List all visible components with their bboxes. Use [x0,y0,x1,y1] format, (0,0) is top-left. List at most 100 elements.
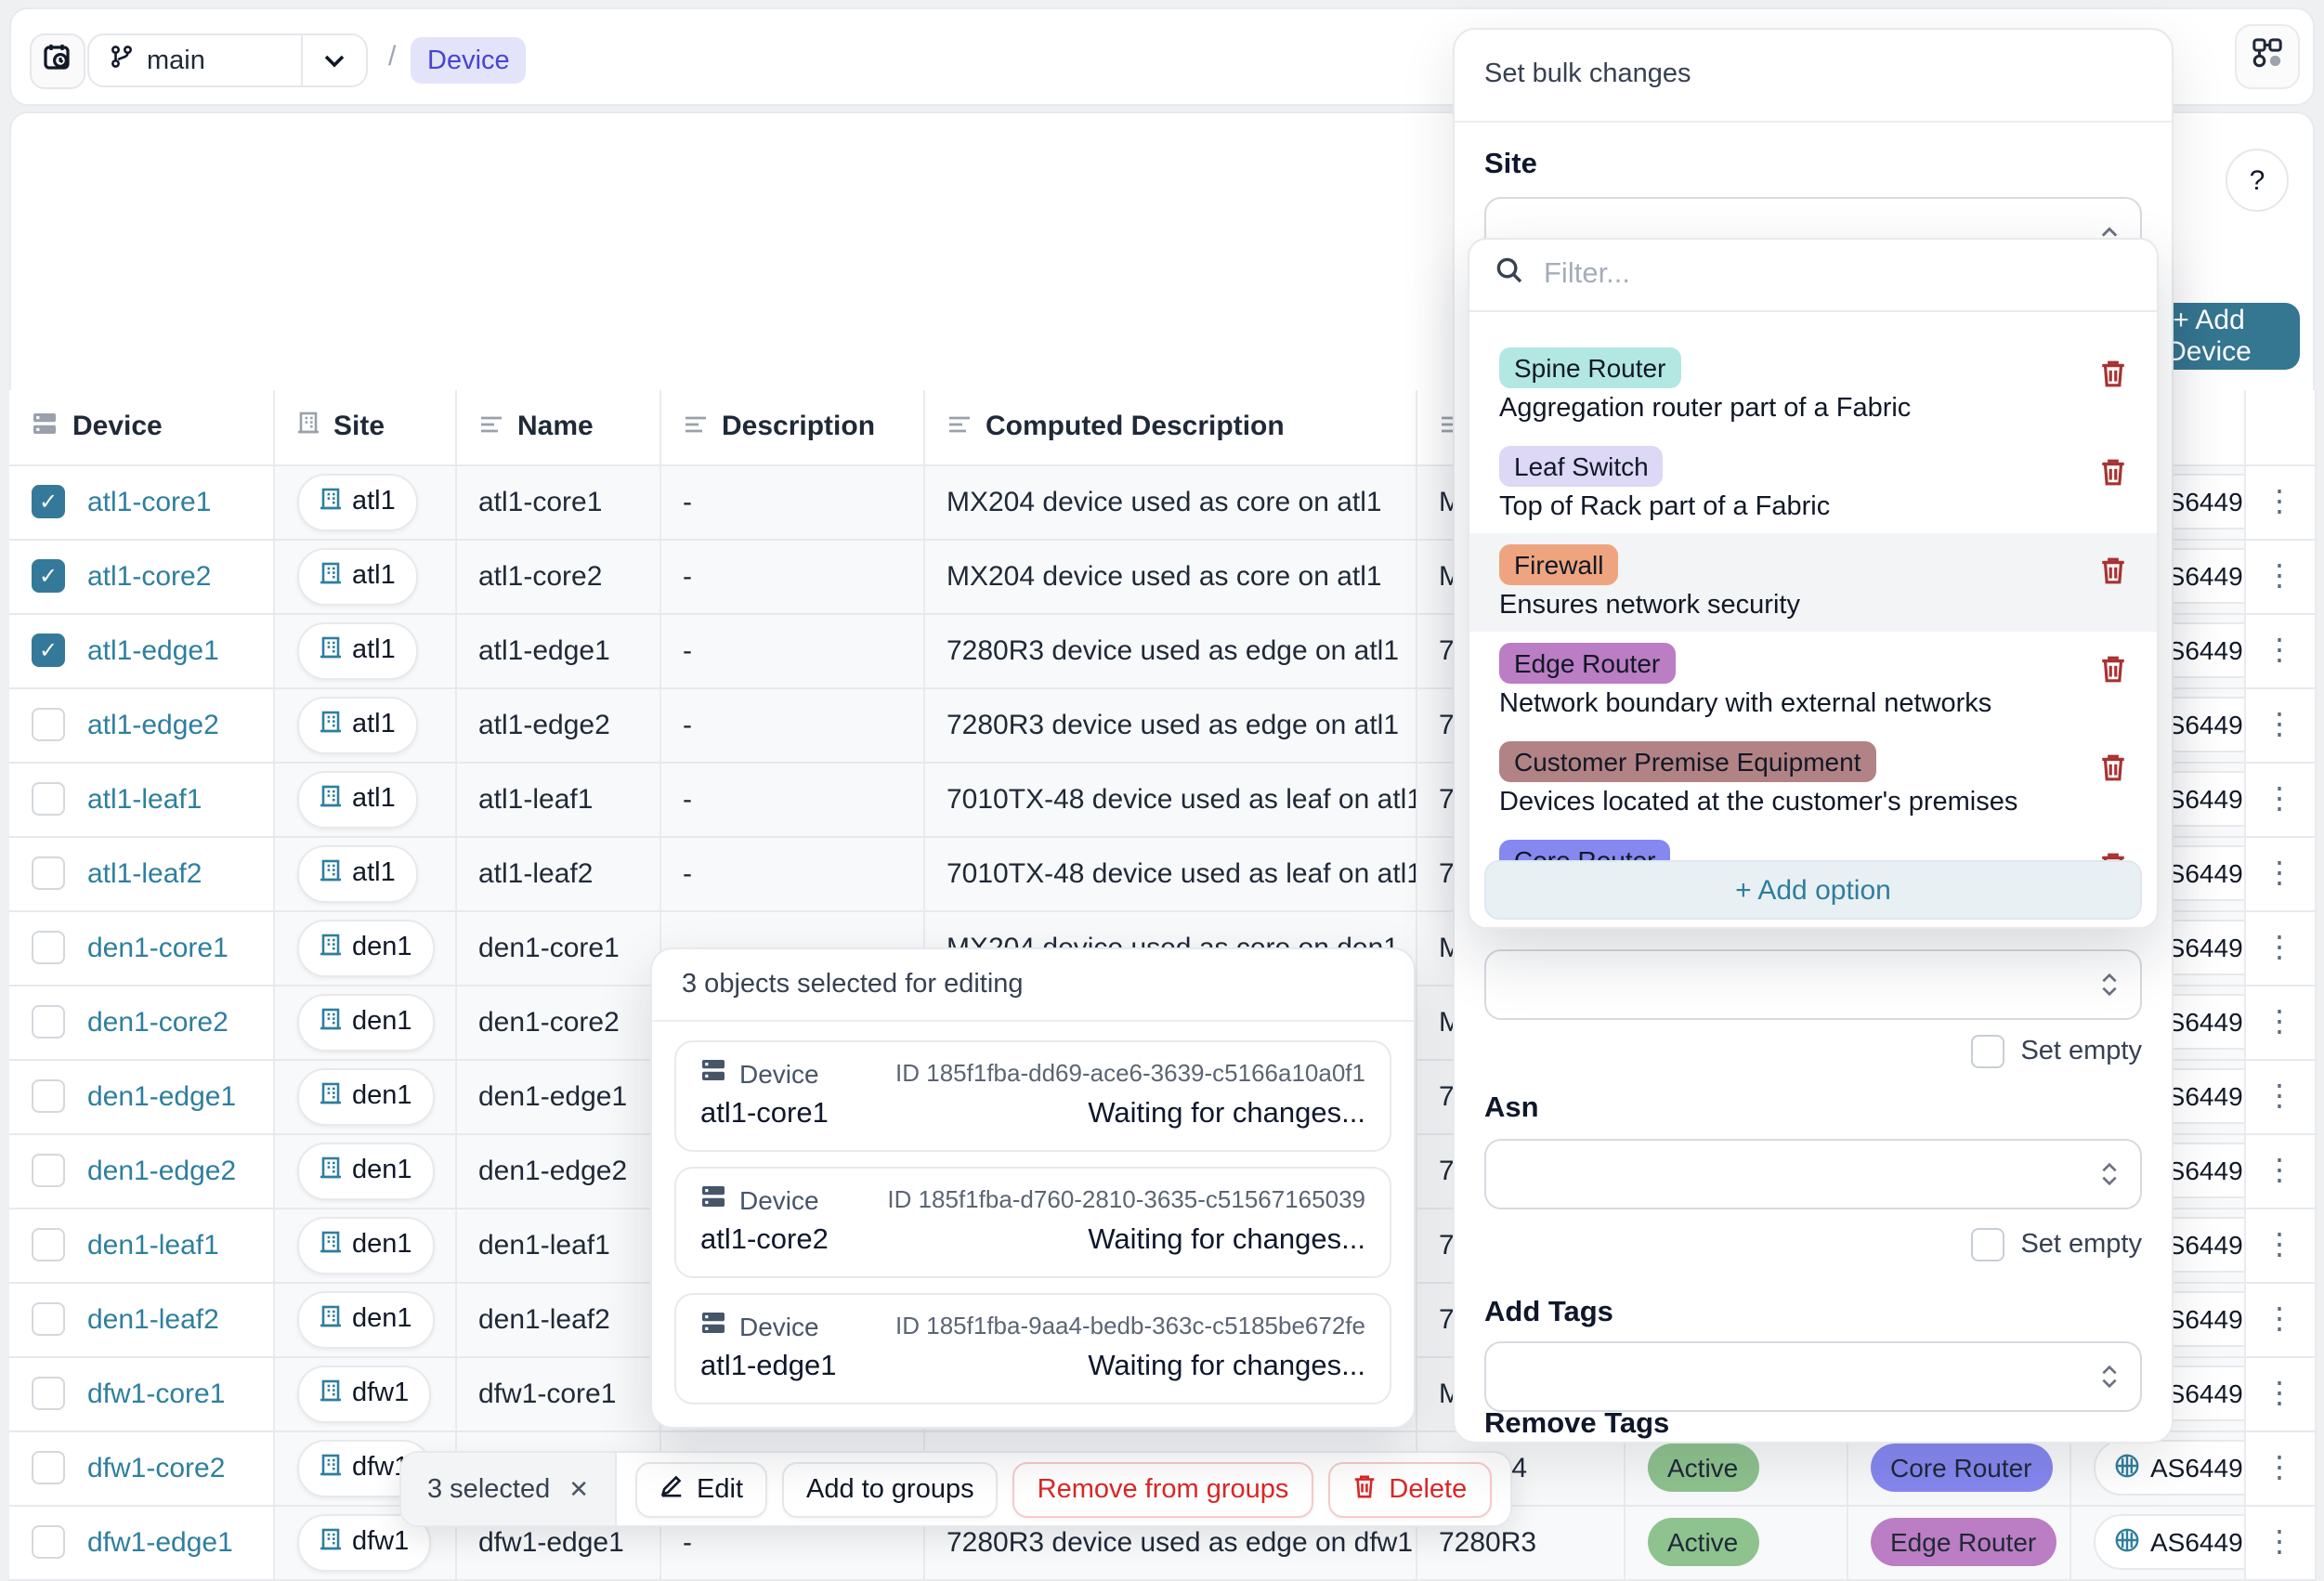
branch-selector[interactable]: main [87,33,368,87]
row-checkbox[interactable] [32,1451,65,1484]
dropdown-option[interactable]: Spine Router Aggregation router part of a… [1469,336,2157,435]
row-checkbox[interactable] [32,1377,65,1410]
device-link[interactable]: den1-core1 [87,932,228,963]
row-checkbox[interactable] [32,782,65,816]
column-header-computed-description[interactable]: Computed Description [923,390,1417,465]
site-pill[interactable]: den1 [296,1290,435,1348]
row-menu-kebab-icon[interactable]: ⋮ [2265,1229,2294,1261]
device-link[interactable]: atl1-leaf2 [87,857,202,889]
site-pill[interactable]: den1 [296,1216,435,1274]
site-pill[interactable]: den1 [296,1142,435,1199]
asn-pill[interactable]: AS64496, [2093,1514,2242,1570]
device-link[interactable]: den1-edge1 [87,1080,237,1112]
schema-button[interactable] [2235,24,2300,89]
site-pill[interactable]: atl1 [296,770,418,828]
row-menu-kebab-icon[interactable]: ⋮ [2265,1378,2294,1409]
asn-select[interactable] [1484,1139,2142,1209]
computed-description-cell: 7280R3 device used as edge on atl1 [923,687,1417,763]
device-link[interactable]: den1-leaf2 [87,1303,219,1335]
row-checkbox[interactable] [32,856,65,890]
row-checkbox[interactable] [32,931,65,964]
device-link[interactable]: den1-core2 [87,1006,228,1038]
row-menu-kebab-icon[interactable]: ⋮ [2265,857,2294,889]
column-header-hidden-9[interactable] [2244,390,2316,465]
row-menu-kebab-icon[interactable]: ⋮ [2265,1155,2294,1186]
row-menu-kebab-icon[interactable]: ⋮ [2265,1526,2294,1558]
set-empty-checkbox-2[interactable] [1970,1228,2004,1261]
row-menu-kebab-icon[interactable]: ⋮ [2265,932,2294,963]
breadcrumb-current[interactable]: Device [411,37,527,84]
row-menu-kebab-icon[interactable]: ⋮ [2265,709,2294,740]
device-link[interactable]: dfw1-core1 [87,1378,226,1409]
device-link[interactable]: atl1-core2 [87,560,212,592]
dropdown-option[interactable]: Leaf Switch Top of Rack part of a Fabric [1469,435,2157,533]
row-checkbox[interactable]: ✓ [32,485,65,518]
trash-icon[interactable] [2099,457,2127,496]
row-menu-kebab-icon[interactable]: ⋮ [2265,560,2294,592]
trash-icon[interactable] [2099,555,2127,595]
device-link[interactable]: atl1-edge1 [87,634,219,666]
edit-button[interactable]: Edit [635,1461,768,1517]
help-button[interactable]: ? [2226,149,2289,212]
building-icon [319,634,341,666]
dropdown-filter-input[interactable] [1540,256,2131,294]
row-checkbox[interactable] [32,1005,65,1039]
row-menu-kebab-icon[interactable]: ⋮ [2265,1080,2294,1112]
dropdown-option[interactable]: Firewall Ensures network security [1469,533,2157,632]
row-checkbox[interactable]: ✓ [32,634,65,667]
site-pill[interactable]: atl1 [296,547,418,605]
trash-icon[interactable] [2099,654,2127,693]
object-kind-label: Device [739,1311,819,1340]
device-link[interactable]: dfw1-core2 [87,1452,226,1483]
dropdown-option[interactable]: Customer Premise Equipment Devices locate… [1469,730,2157,829]
row-checkbox[interactable]: ✓ [32,559,65,593]
site-pill[interactable]: dfw1 [296,1365,432,1422]
add-to-groups-button[interactable]: Add to groups [782,1461,999,1517]
dropdown-option[interactable]: Edge Router Network boundary with externa… [1469,632,2157,730]
branch-dropdown-toggle[interactable] [301,35,366,85]
close-icon[interactable]: ✕ [568,1474,590,1502]
site-pill[interactable]: den1 [296,1067,435,1125]
row-menu-kebab-icon[interactable]: ⋮ [2265,486,2294,517]
add-tags-select[interactable] [1484,1341,2142,1412]
row-menu-kebab-icon[interactable]: ⋮ [2265,1006,2294,1038]
device-link[interactable]: den1-leaf1 [87,1229,219,1261]
delete-button[interactable]: Delete [1327,1461,1492,1517]
row-checkbox[interactable] [32,1079,65,1113]
add-option-button[interactable]: + Add option [1484,860,2142,920]
column-header-description[interactable]: Description [659,390,924,465]
trash-icon[interactable] [2099,752,2127,791]
row-menu-kebab-icon[interactable]: ⋮ [2265,1452,2294,1483]
remove-from-groups-button[interactable]: Remove from groups [1012,1461,1313,1517]
device-link[interactable]: dfw1-edge1 [87,1526,233,1558]
device-link[interactable]: atl1-leaf1 [87,783,202,815]
site-pill[interactable]: atl1 [296,844,418,902]
trash-icon[interactable] [2099,359,2127,398]
date-picker-button[interactable] [30,33,85,89]
site-pill[interactable]: atl1 [296,696,418,753]
row-menu-kebab-icon[interactable]: ⋮ [2265,1303,2294,1335]
set-empty-checkbox-1[interactable] [1970,1035,2004,1068]
hidden-field-select[interactable] [1484,949,2142,1020]
row-checkbox[interactable] [32,1525,65,1559]
row-menu-kebab-icon[interactable]: ⋮ [2265,783,2294,815]
site-pill[interactable]: den1 [296,993,435,1051]
device-link[interactable]: den1-edge2 [87,1155,237,1186]
row-checkbox[interactable] [32,708,65,741]
row-checkbox[interactable] [32,1154,65,1187]
site-pill[interactable]: atl1 [296,473,418,530]
column-header-device[interactable]: Device [9,390,274,465]
remove-tags-field-label: Remove Tags [1484,1408,1670,1440]
site-pill[interactable]: den1 [296,919,435,976]
device-link[interactable]: atl1-core1 [87,486,212,517]
asn-pill[interactable]: AS64496, [2093,1440,2242,1496]
object-kind-label: Device [739,1058,819,1088]
option-description: Network boundary with external networks [1499,689,1992,719]
device-link[interactable]: atl1-edge2 [87,709,219,740]
row-checkbox[interactable] [32,1228,65,1261]
row-checkbox[interactable] [32,1302,65,1336]
row-menu-kebab-icon[interactable]: ⋮ [2265,634,2294,666]
column-header-site[interactable]: Site [273,390,456,465]
site-pill[interactable]: atl1 [296,621,418,679]
column-header-name[interactable]: Name [455,390,660,465]
